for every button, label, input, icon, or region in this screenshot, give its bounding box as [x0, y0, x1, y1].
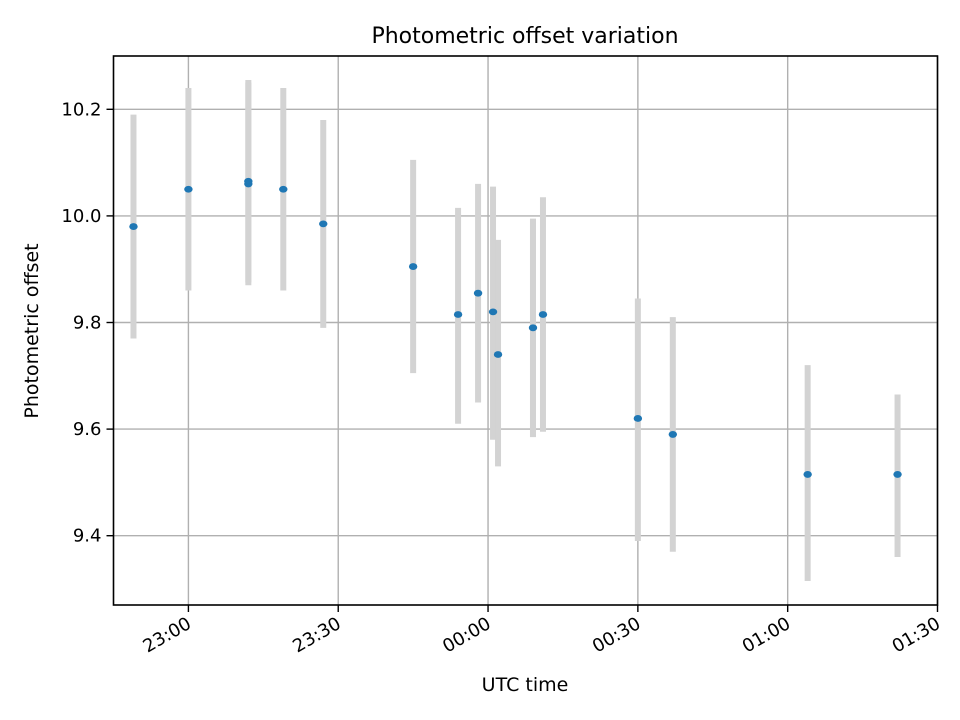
y-tick-label: 9.6	[73, 419, 102, 440]
x-tick-label: 00:30	[589, 613, 644, 657]
data-point	[893, 471, 902, 478]
y-tick-label: 10.2	[61, 99, 101, 120]
data-point	[319, 220, 328, 228]
y-tick-label: 9.4	[73, 526, 102, 547]
x-tick-label: 23:30	[289, 613, 344, 657]
chart-title: Photometric offset variation	[371, 24, 678, 49]
data-point	[244, 180, 253, 188]
x-axis-label: UTC time	[482, 674, 569, 696]
x-tick-label: 01:00	[739, 613, 794, 657]
grid	[113, 56, 939, 605]
data-point	[633, 415, 643, 422]
y-tick-label: 10.0	[61, 206, 101, 227]
data-point	[184, 185, 193, 193]
data-point	[528, 324, 538, 332]
data-point	[279, 185, 288, 193]
data-point	[668, 431, 678, 438]
data-point	[473, 289, 483, 297]
y-axis-label: Photometric offset	[21, 243, 43, 418]
y-tick-label: 9.8	[73, 313, 102, 334]
plot-frame	[112, 55, 939, 606]
data-point	[538, 311, 548, 318]
data-point	[488, 308, 498, 316]
data-point	[453, 311, 463, 318]
data-points	[129, 177, 902, 478]
data-point	[408, 263, 418, 270]
data-point	[803, 471, 812, 478]
x-tick-label: 00:00	[439, 613, 494, 657]
data-point	[129, 223, 138, 230]
data-point	[493, 351, 503, 358]
x-tick-label: 01:30	[889, 613, 944, 657]
error-bars	[130, 79, 901, 582]
x-tick-label: 23:00	[139, 613, 194, 657]
y-axis: 9.4 9.6 9.8 10.0 10.2	[61, 99, 114, 547]
x-axis: 23:00 23:30 00:00 00:30 01:00 01:30	[139, 605, 944, 657]
